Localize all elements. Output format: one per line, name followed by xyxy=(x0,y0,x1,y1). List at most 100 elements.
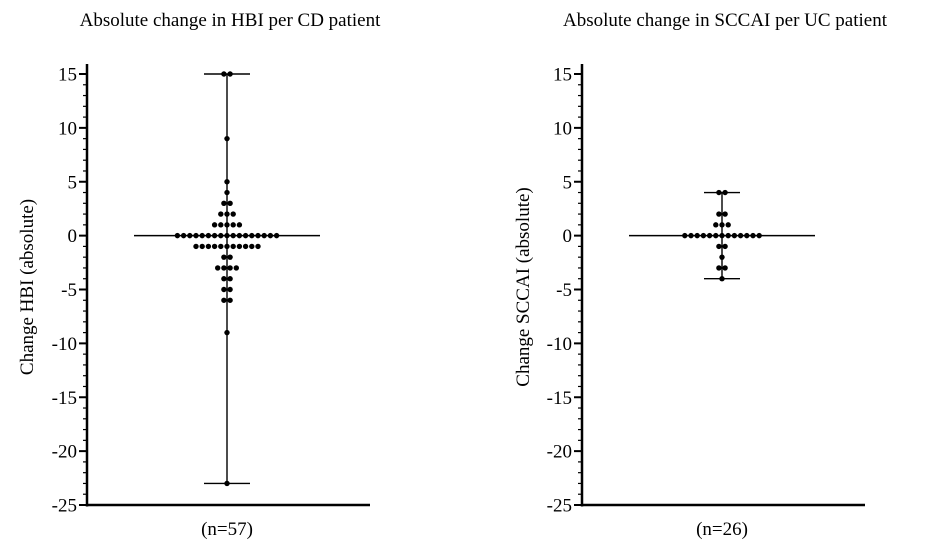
data-point xyxy=(224,232,230,239)
data-point xyxy=(737,232,744,239)
data-point xyxy=(273,232,280,239)
data-point xyxy=(205,243,212,250)
data-point xyxy=(205,232,212,239)
data-point xyxy=(221,286,227,293)
chart-hbi: Absolute change in HBI per CD patient Ch… xyxy=(17,10,381,540)
data-point xyxy=(187,232,193,239)
x-axis-label: (n=26) xyxy=(696,519,748,540)
y-tick-label: 5 xyxy=(68,172,78,193)
data-point xyxy=(224,329,230,336)
data-point xyxy=(227,297,233,303)
data-point xyxy=(193,232,199,239)
data-point xyxy=(722,211,728,217)
data-point xyxy=(215,265,221,271)
data-point xyxy=(221,265,227,271)
y-axis-label: Change HBI (absolute) xyxy=(17,199,38,375)
data-point xyxy=(255,243,261,250)
y-tick-label: -5 xyxy=(61,280,77,301)
data-point xyxy=(255,232,261,239)
data-point xyxy=(230,222,236,228)
y-tick-label: -10 xyxy=(52,334,77,355)
data-point xyxy=(716,265,722,271)
chart-title: Absolute change in HBI per CD patient xyxy=(80,10,381,31)
y-tick-label: 15 xyxy=(553,65,572,86)
data-point xyxy=(716,211,722,217)
y-tick-label: 10 xyxy=(58,118,77,139)
data-point xyxy=(725,222,731,228)
data-point xyxy=(242,243,249,250)
data-point xyxy=(750,232,756,239)
data-point xyxy=(221,71,227,77)
data-point xyxy=(716,243,722,250)
data-point xyxy=(706,232,713,239)
y-tick-label: 0 xyxy=(68,226,78,247)
data-point xyxy=(716,189,722,196)
data-point xyxy=(218,222,224,228)
data-point xyxy=(193,243,199,250)
data-point xyxy=(722,265,728,271)
data-point xyxy=(230,243,236,250)
data-point xyxy=(261,232,267,239)
data-point xyxy=(211,232,218,239)
data-point xyxy=(221,276,227,282)
data-point xyxy=(719,222,725,228)
data-point xyxy=(221,254,227,260)
data-point xyxy=(224,222,230,228)
data-point xyxy=(725,232,731,239)
data-point xyxy=(199,243,205,250)
data-point xyxy=(719,276,725,282)
chart-sccai: Absolute change in SCCAI per UC patient … xyxy=(513,10,888,540)
data-point xyxy=(236,243,243,250)
data-point xyxy=(224,189,230,196)
y-tick-label: -15 xyxy=(52,388,77,409)
data-point xyxy=(719,254,725,260)
data-point xyxy=(233,265,239,271)
data-point xyxy=(713,232,719,239)
data-point xyxy=(224,135,230,142)
data-point xyxy=(174,232,181,239)
data-point xyxy=(700,232,707,239)
y-tick-label: -25 xyxy=(52,496,77,517)
y-tick-label: -20 xyxy=(52,442,77,463)
y-tick-label: 15 xyxy=(58,65,77,86)
y-tick-label: 0 xyxy=(563,226,573,247)
data-point xyxy=(694,232,700,239)
y-tick-label: -15 xyxy=(547,388,572,409)
y-tick-label: -10 xyxy=(547,334,572,355)
data-point xyxy=(224,211,230,217)
data-point xyxy=(221,200,227,206)
plot-area: 15 10 5 0 -5 -10 -15 -20 -25 xyxy=(547,64,865,517)
chart-title: Absolute change in SCCAI per UC patient xyxy=(563,10,888,31)
data-point xyxy=(224,480,230,487)
data-point xyxy=(180,232,187,239)
data-point xyxy=(224,179,230,185)
data-point xyxy=(756,232,762,239)
x-axis-label: (n=57) xyxy=(201,519,253,540)
data-point xyxy=(230,232,236,239)
data-point xyxy=(224,243,230,250)
plot-area: 15 10 5 0 -5 -10 -15 -20 -25 xyxy=(52,64,370,517)
data-point xyxy=(199,232,205,239)
data-point xyxy=(731,232,738,239)
data-point xyxy=(722,243,728,250)
data-point xyxy=(221,297,227,303)
data-point xyxy=(211,222,218,228)
data-point xyxy=(236,222,243,228)
data-point xyxy=(227,71,233,77)
data-point xyxy=(227,200,233,206)
y-tick-label: -25 xyxy=(547,496,572,517)
data-point xyxy=(227,265,233,271)
data-point xyxy=(249,232,255,239)
data-point xyxy=(744,232,750,239)
data-point xyxy=(249,243,255,250)
data-point xyxy=(242,232,249,239)
data-point xyxy=(713,222,719,228)
data-point xyxy=(230,211,236,217)
data-point xyxy=(722,189,728,196)
data-point xyxy=(218,232,224,239)
y-tick-label: -5 xyxy=(556,280,572,301)
data-point xyxy=(267,232,274,239)
data-point xyxy=(227,286,233,293)
data-point xyxy=(227,276,233,282)
